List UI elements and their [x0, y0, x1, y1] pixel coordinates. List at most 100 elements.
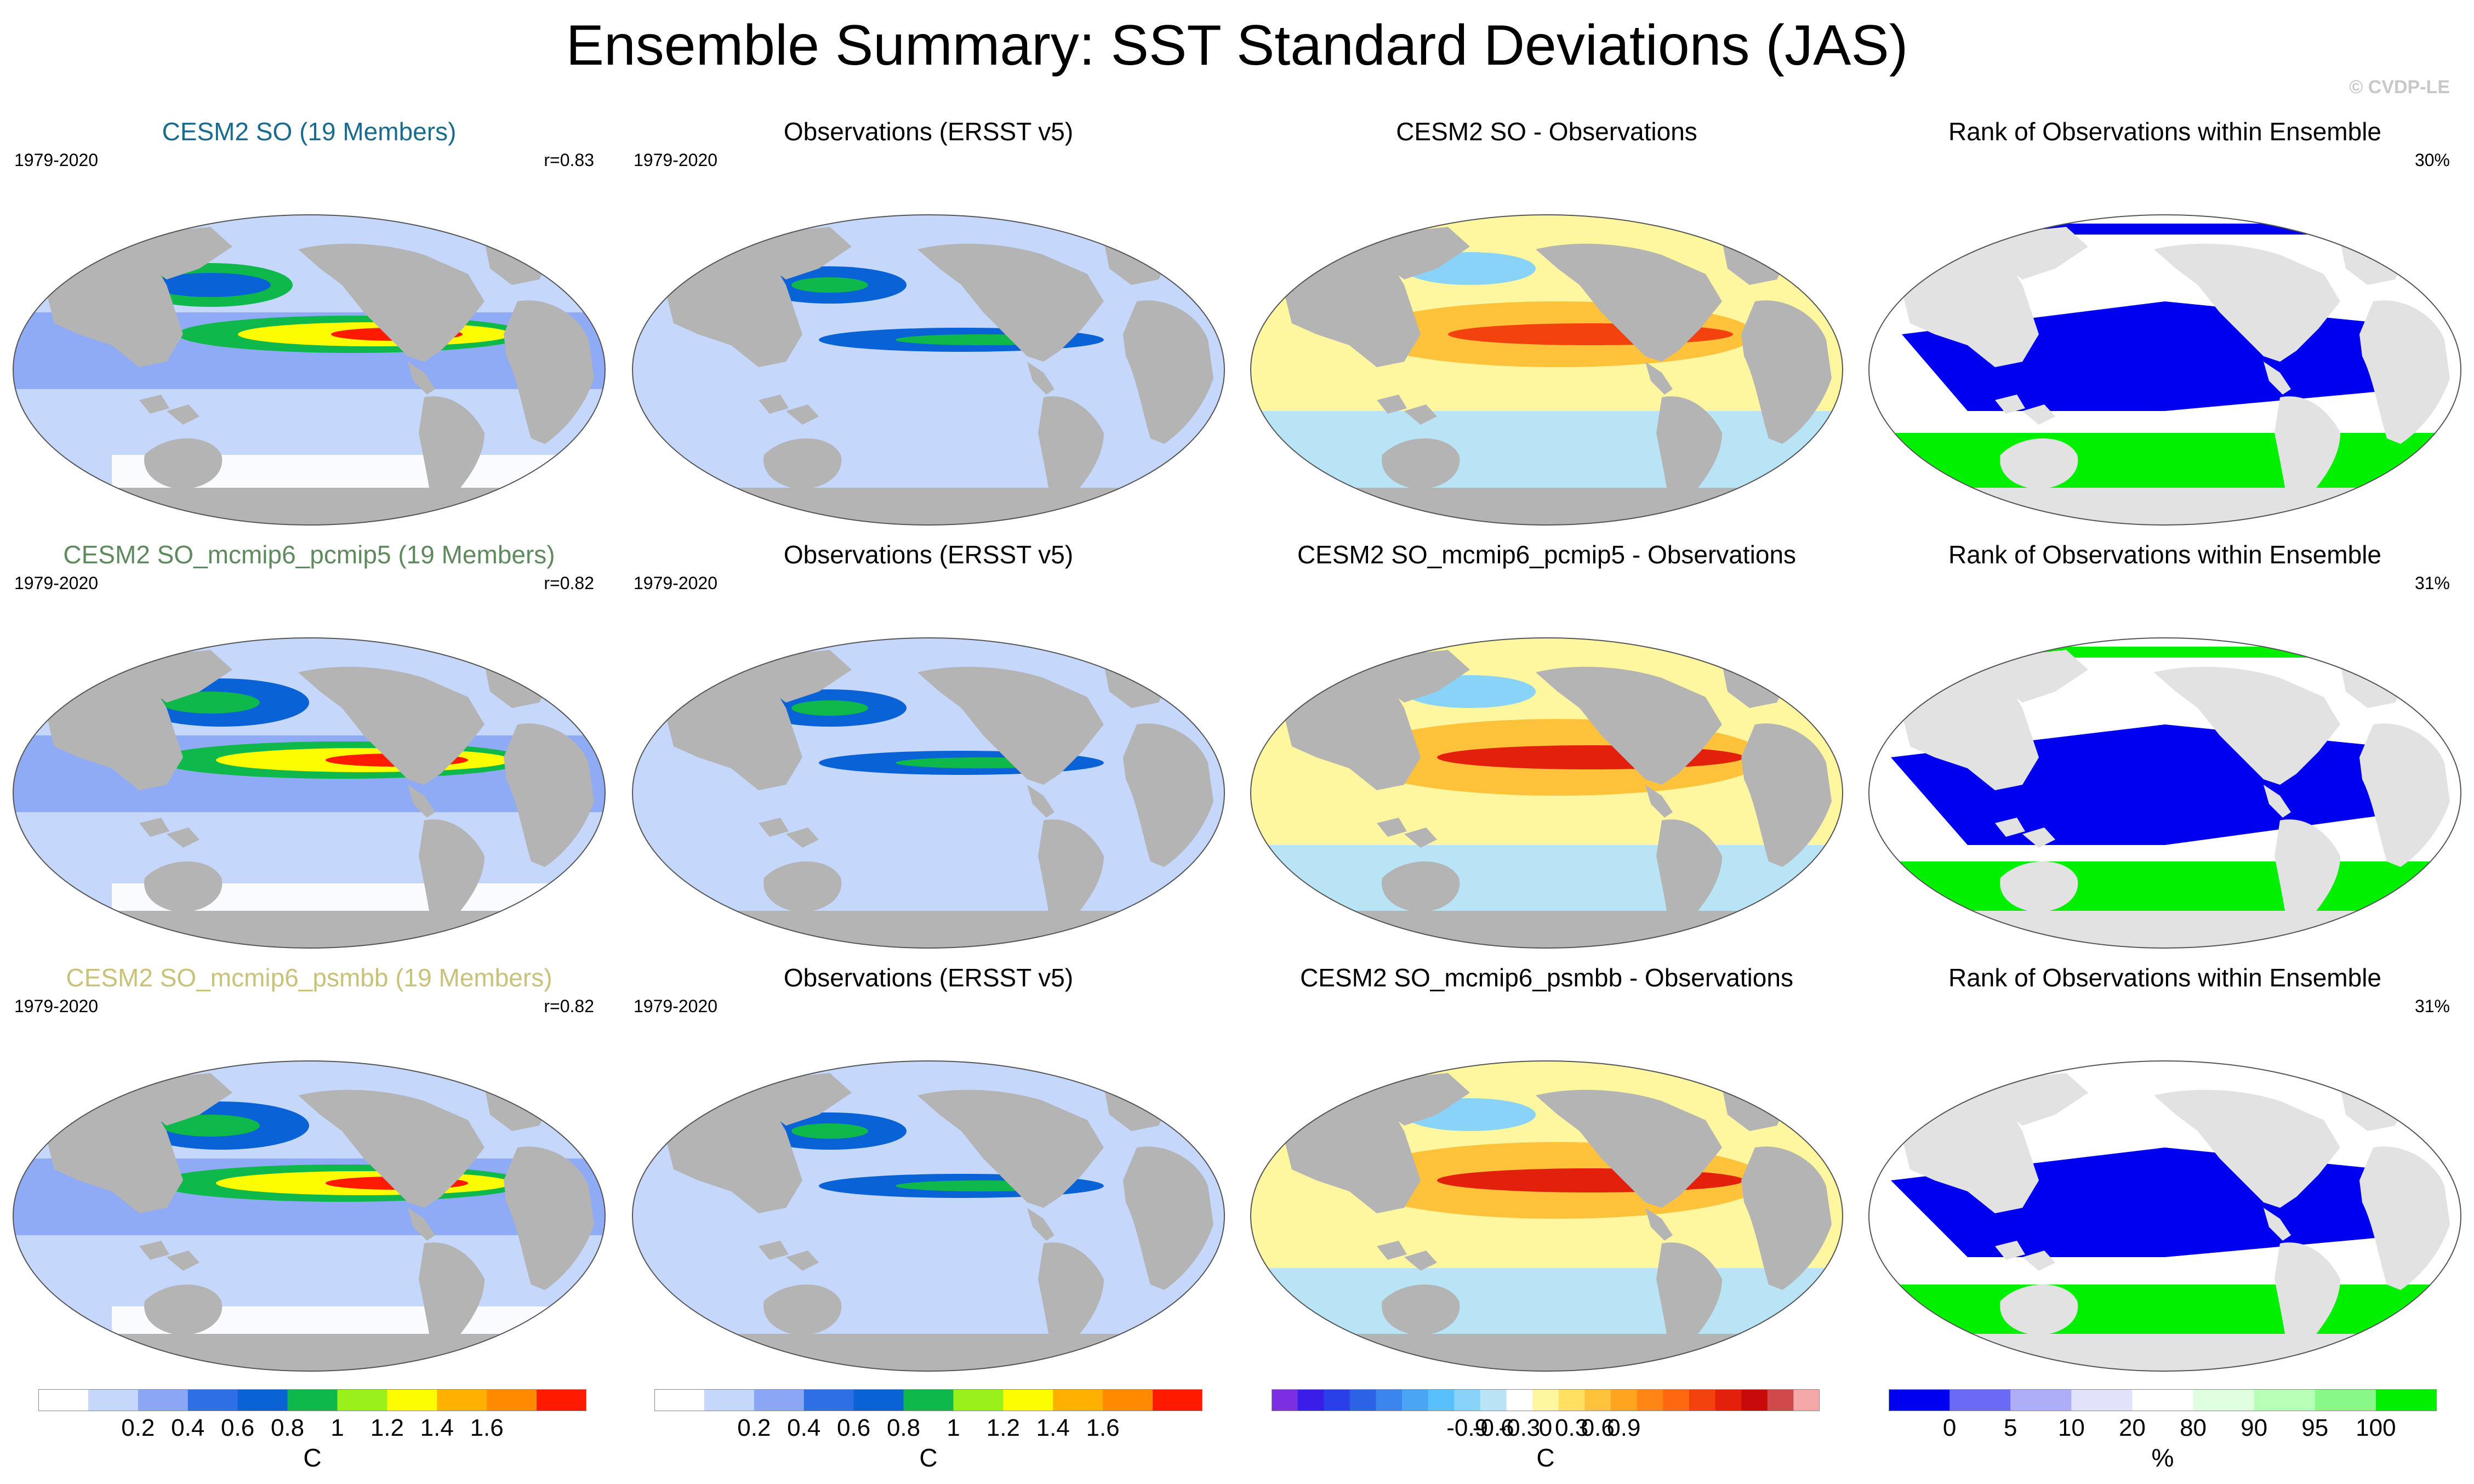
- colorbar-tick-label: 10: [2057, 1414, 2085, 1441]
- colorbar-swatch: [1053, 1389, 1103, 1411]
- rank-percent-label: 31%: [2414, 573, 2450, 593]
- colorbar-swatch: [187, 1389, 238, 1411]
- colorbar-4: 0 5 10 20 80 90 95 100%: [1889, 1389, 2437, 1482]
- colorbar-swatch: [953, 1389, 1004, 1411]
- difference-sst-std-map: [1250, 1060, 1843, 1372]
- ensemble-title: CESM2 SO_mcmip6_psmbb (19 Members): [66, 963, 552, 992]
- colorbar-swatch: [1349, 1389, 1376, 1411]
- colorbar-swatch: [237, 1389, 288, 1411]
- colorbar-swatches: [38, 1389, 586, 1411]
- ensemble-sst-std-map: [13, 637, 606, 949]
- colorbar-swatch: [2193, 1389, 2255, 1411]
- years-label: 1979-2020: [14, 573, 99, 593]
- observations-sst-std-map: [632, 637, 1225, 949]
- copyright-label: © CVDP-LE: [2349, 77, 2450, 98]
- colorbar-tick-label: 0.6: [221, 1414, 255, 1441]
- colorbar-swatch: [437, 1389, 487, 1411]
- colorbar-tick-label: 20: [2118, 1414, 2146, 1441]
- rank-title: Rank of Observations within Ensemble: [1948, 117, 2382, 146]
- colorbar-swatch: [1793, 1389, 1820, 1411]
- colorbar-tick-label: 0.4: [171, 1414, 205, 1441]
- ensemble-sst-std-map: [13, 1060, 606, 1372]
- correlation-label: r=0.82: [544, 573, 594, 593]
- colorbar-swatch: [1715, 1389, 1742, 1411]
- colorbar-tick-label: 0.2: [121, 1414, 155, 1441]
- difference-sst-std-map: [1250, 214, 1843, 526]
- rank-map: [1868, 1060, 2461, 1372]
- rank-map: [1868, 637, 2461, 949]
- years-label: 1979-2020: [14, 150, 99, 170]
- colorbar-tick-label: 0.8: [270, 1414, 305, 1441]
- rank-percent-label: 31%: [2414, 996, 2450, 1016]
- colorbar-swatch: [1272, 1389, 1298, 1411]
- colorbar-swatch: [1153, 1389, 1202, 1411]
- colorbar-swatch: [2010, 1389, 2072, 1411]
- colorbar-swatch: [1480, 1389, 1507, 1411]
- colorbar-1: 0.2 0.4 0.6 0.8 1 1.2 1.4 1.6 C: [38, 1389, 586, 1482]
- colorbar-tick-label: 1: [330, 1414, 344, 1441]
- colorbar-tick-label: 0.9: [1607, 1414, 1641, 1441]
- colorbar-swatch: [387, 1389, 437, 1411]
- colorbar-tick-label: 1.6: [1086, 1414, 1120, 1441]
- colorbar-unit-label: C: [303, 1443, 322, 1472]
- difference-title: CESM2 SO - Observations: [1396, 117, 1697, 146]
- colorbar-swatches: [654, 1389, 1202, 1411]
- colorbar-tick-label: 0.6: [1581, 1414, 1615, 1441]
- colorbar-swatch: [754, 1389, 805, 1411]
- colorbar-swatch: [1324, 1389, 1350, 1411]
- colorbar-tick-label: 90: [2241, 1414, 2268, 1441]
- years-label: 1979-2020: [14, 996, 99, 1016]
- rank-percent-label: 30%: [2414, 150, 2450, 170]
- colorbar-tick-label: 1.6: [470, 1414, 504, 1441]
- colorbar-swatch: [1889, 1389, 1950, 1411]
- difference-panel: CESM2 SO - Observations: [1240, 104, 1854, 527]
- colorbar-swatch: [1402, 1389, 1429, 1411]
- rank-panel: Rank of Observations within Ensemble 31%: [1858, 950, 2472, 1373]
- colorbar-swatch: [2375, 1389, 2437, 1411]
- colorbar-swatch: [1741, 1389, 1768, 1411]
- colorbar-swatch: [853, 1389, 904, 1411]
- colorbar-swatch: [1689, 1389, 1716, 1411]
- colorbar-swatch: [2315, 1389, 2376, 1411]
- correlation-label: r=0.82: [544, 996, 594, 1016]
- colorbar-unit-label: C: [1536, 1443, 1555, 1472]
- colorbar-swatch: [1558, 1389, 1585, 1411]
- colorbar-border: [1889, 1389, 2437, 1411]
- colorbar-swatch: [654, 1389, 705, 1411]
- colorbar-border: [38, 1389, 586, 1411]
- colorbar-tick-label: 1.4: [420, 1414, 454, 1441]
- colorbar-border: [654, 1389, 1202, 1411]
- ensemble-title: CESM2 SO (19 Members): [162, 117, 457, 146]
- colorbar-swatch: [1428, 1389, 1455, 1411]
- colorbar-swatch: [487, 1389, 537, 1411]
- observations-title: Observations (ERSST v5): [783, 963, 1074, 992]
- colorbar-swatch: [138, 1389, 189, 1411]
- rank-panel: Rank of Observations within Ensemble 30%: [1858, 104, 2472, 527]
- colorbar-swatches: [1272, 1389, 1820, 1411]
- main-title: Ensemble Summary: SST Standard Deviation…: [566, 14, 1908, 77]
- colorbar-tick-label: -0.9: [1446, 1414, 1489, 1441]
- years-label: 1979-2020: [634, 573, 718, 593]
- colorbar-swatch: [1506, 1389, 1533, 1411]
- colorbar-swatch: [1376, 1389, 1403, 1411]
- observations-panel: Observations (ERSST v5) 1979-2020: [622, 950, 1235, 1373]
- difference-title: CESM2 SO_mcmip6_psmbb - Observations: [1300, 963, 1793, 992]
- difference-panel: CESM2 SO_mcmip6_psmbb - Observations: [1240, 950, 1854, 1373]
- colorbar-swatches: [1889, 1389, 2437, 1411]
- colorbar-swatch: [1003, 1389, 1053, 1411]
- row-1: CESM2 SO (19 Members) 1979-2020 r=0.83 O…: [0, 104, 2474, 527]
- colorbar-tick-label: 1.4: [1036, 1414, 1070, 1441]
- colorbar-swatch: [1949, 1389, 2011, 1411]
- correlation-label: r=0.83: [544, 150, 594, 170]
- difference-title: CESM2 SO_mcmip6_pcmip5 - Observations: [1297, 540, 1797, 569]
- years-label: 1979-2020: [634, 150, 718, 170]
- colorbar-swatch: [803, 1389, 854, 1411]
- observations-sst-std-map: [632, 214, 1225, 526]
- colorbar-tick-label: 0.2: [737, 1414, 771, 1441]
- colorbar-tick-label: 1.2: [986, 1414, 1020, 1441]
- colorbar-swatch: [903, 1389, 954, 1411]
- colorbar-swatch: [1637, 1389, 1663, 1411]
- difference-sst-std-map: [1250, 637, 1843, 949]
- colorbar-tick-label: 0.3: [1555, 1414, 1589, 1441]
- colorbar-swatch: [287, 1389, 338, 1411]
